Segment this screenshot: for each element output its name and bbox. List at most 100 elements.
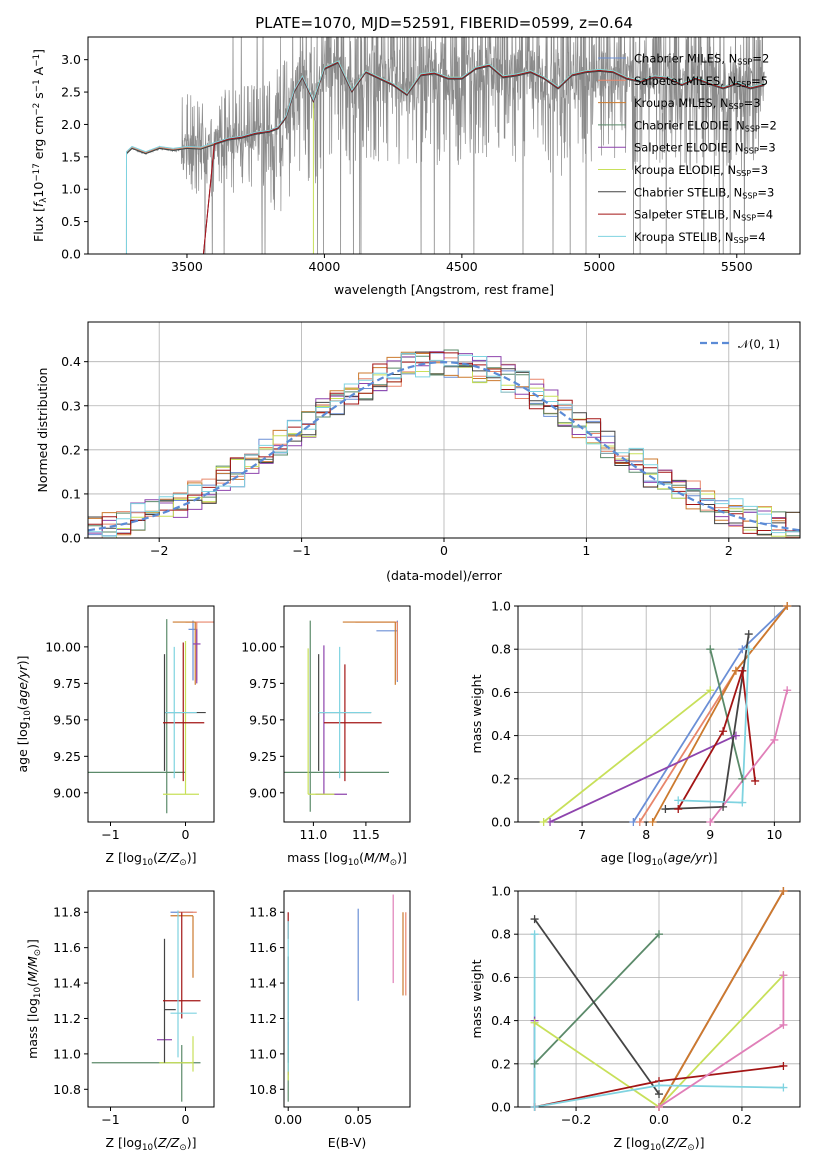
mass-weight-line-4 — [549, 734, 737, 822]
point-marker — [655, 1103, 663, 1111]
residual-histogram-6 — [88, 351, 800, 536]
y-tick-label: 9.25 — [53, 749, 81, 764]
y-tick-label: 0.4 — [491, 728, 511, 743]
mass_vs_Z-panel: −1 0 10.8 11.0 11.2 11.4 11.6 11.8 Z [log10(Z/Z⊙… — [25, 890, 215, 1153]
mass-weight-line-6 — [533, 918, 660, 1095]
mass_vs_Z-plot-area — [91, 910, 201, 1102]
y-tick-label: 2.5 — [61, 85, 81, 100]
legend-label-6: Chabrier STELIB, NSSP=3 — [634, 185, 774, 200]
x-tick-label: 0 — [440, 543, 448, 558]
x-tick-label: 0 — [182, 827, 190, 842]
y-tick-label: 9.75 — [249, 676, 277, 691]
x-axis-label: age [log10(age/yr)] — [600, 850, 717, 868]
x-tick-label: −1 — [292, 543, 310, 558]
point-marker — [530, 915, 539, 924]
point-marker — [751, 776, 760, 785]
x-tick-label: 4000 — [309, 259, 341, 274]
x-axis-label: Z [log10(Z/Z⊙)] — [106, 850, 197, 868]
point-marker — [779, 1061, 788, 1070]
point-marker — [530, 930, 539, 939]
y-tick-label: 9.00 — [53, 785, 81, 800]
x-tick-label: 11.0 — [299, 827, 327, 842]
spectrum-panel: 3500 4000 4500 5000 5500 0.0 0.5 1.0 1.5 2.0 2.5 3.… — [31, 36, 801, 297]
y-tick-label: 11.8 — [53, 905, 81, 920]
x-tick-label: 1 — [582, 543, 590, 558]
y-axis-label: Flux [fλ10−17 erg cm−2 s−1 A−1] — [31, 49, 49, 242]
normal-curve — [88, 360, 800, 532]
point-marker — [744, 630, 753, 639]
y-tick-label: 9.25 — [249, 749, 277, 764]
legend-label-8: Kroupa STELIB, NSSP=4 — [634, 230, 766, 245]
point-marker — [719, 727, 728, 736]
x-tick-label: 0.0 — [649, 1112, 669, 1127]
y-tick-label: 0.2 — [491, 771, 511, 786]
y-tick-label: 1.0 — [491, 599, 511, 614]
legend-label-5: Kroupa ELODIE, NSSP=3 — [634, 163, 768, 178]
y-tick-label: 0.0 — [61, 247, 81, 262]
mass-weight-line-3 — [533, 933, 660, 1065]
age_vs_Z-plot-area — [88, 619, 214, 814]
y-tick-label: 9.75 — [53, 676, 81, 691]
y-tick-label: 2.0 — [61, 117, 81, 132]
x-tick-label: 5000 — [583, 259, 615, 274]
point-marker — [779, 1083, 788, 1092]
x-tick-label: 4500 — [446, 259, 478, 274]
y-axis-label: mass weight — [469, 674, 484, 753]
mass-weight-line-7 — [677, 670, 756, 810]
x-tick-label: −1 — [101, 1112, 119, 1127]
residuals-plot-area — [88, 349, 800, 538]
y-tick-label: 0.8 — [491, 927, 511, 942]
legend: Chabrier MILES, NSSP=2 Salpeter MILES, NS… — [598, 52, 777, 245]
legend-label-3: Chabrier ELODIE, NSSP=2 — [634, 118, 777, 133]
point-marker — [738, 798, 747, 807]
y-axis-label: Normed distribution — [35, 368, 50, 493]
point-marker — [783, 686, 792, 695]
model-spectrum-8 — [125, 60, 765, 254]
y-tick-label: 0.1 — [61, 486, 81, 501]
mass_vs_Z-frame — [87, 890, 215, 1108]
point-marker — [706, 818, 715, 826]
point-marker — [706, 686, 715, 695]
point-marker — [744, 645, 753, 654]
y-tick-label: 11.0 — [249, 1046, 277, 1061]
mass_weight_vs_age-panel: 7 8 9 10 0.0 0.2 0.4 0.6 0.8 1.0 age [log10(age/yr… — [469, 599, 801, 868]
point-marker — [655, 930, 663, 939]
point-marker — [530, 1018, 539, 1027]
x-tick-label: 7 — [578, 827, 586, 842]
point-marker — [674, 796, 683, 805]
point-marker — [783, 602, 792, 610]
age_vs_Z-frame — [87, 605, 215, 823]
age_vs_mass-plot-area — [284, 620, 398, 812]
y-tick-label: 0.0 — [491, 1100, 511, 1115]
y-tick-label: 0.8 — [491, 642, 511, 657]
x-axis-label: E(B-V) — [328, 1135, 367, 1150]
y-tick-label: 0.6 — [491, 685, 511, 700]
mass_weight_vs_age-frame — [517, 605, 801, 823]
point-marker — [738, 666, 747, 675]
point-marker — [719, 802, 728, 811]
x-axis-label: Z [log10(Z/Z⊙)] — [614, 1135, 705, 1153]
x-tick-label: 2 — [725, 543, 733, 558]
y-tick-label: 11.6 — [249, 940, 277, 955]
x-tick-label: 10 — [766, 827, 782, 842]
y-tick-label: 9.00 — [249, 785, 277, 800]
y-tick-label: 0.2 — [61, 442, 81, 457]
x-axis-label: (data-model)/error — [386, 568, 503, 583]
model-spectrum-6 — [125, 62, 765, 254]
legend-normal-label: 𝒩(0, 1) — [738, 337, 780, 351]
y-tick-label: 11.4 — [249, 976, 277, 991]
figure-title: PLATE=1070, MJD=52591, FIBERID=0599, z=0… — [255, 14, 633, 32]
point-marker — [655, 1090, 663, 1099]
legend-label-4: Salpeter ELODIE, NSSP=3 — [634, 141, 776, 156]
legend-label-7: Salpeter STELIB, NSSP=4 — [634, 208, 773, 223]
y-tick-label: 9.50 — [249, 712, 277, 727]
y-axis-label: age [log10(age/yr)] — [15, 655, 33, 772]
mass-weight-line-5 — [534, 974, 785, 1107]
x-tick-label: −0.2 — [561, 1112, 591, 1127]
y-tick-label: 11.4 — [53, 976, 81, 991]
y-tick-label: 10.00 — [45, 639, 81, 654]
y-tick-label: 0.2 — [491, 1056, 511, 1071]
x-tick-label: 8 — [642, 827, 650, 842]
mass_weight_vs_Z-panel: −0.2 0.0 0.2 0.0 0.2 0.4 0.6 0.8 1.0 Z [log10(Z/Z… — [469, 884, 801, 1153]
